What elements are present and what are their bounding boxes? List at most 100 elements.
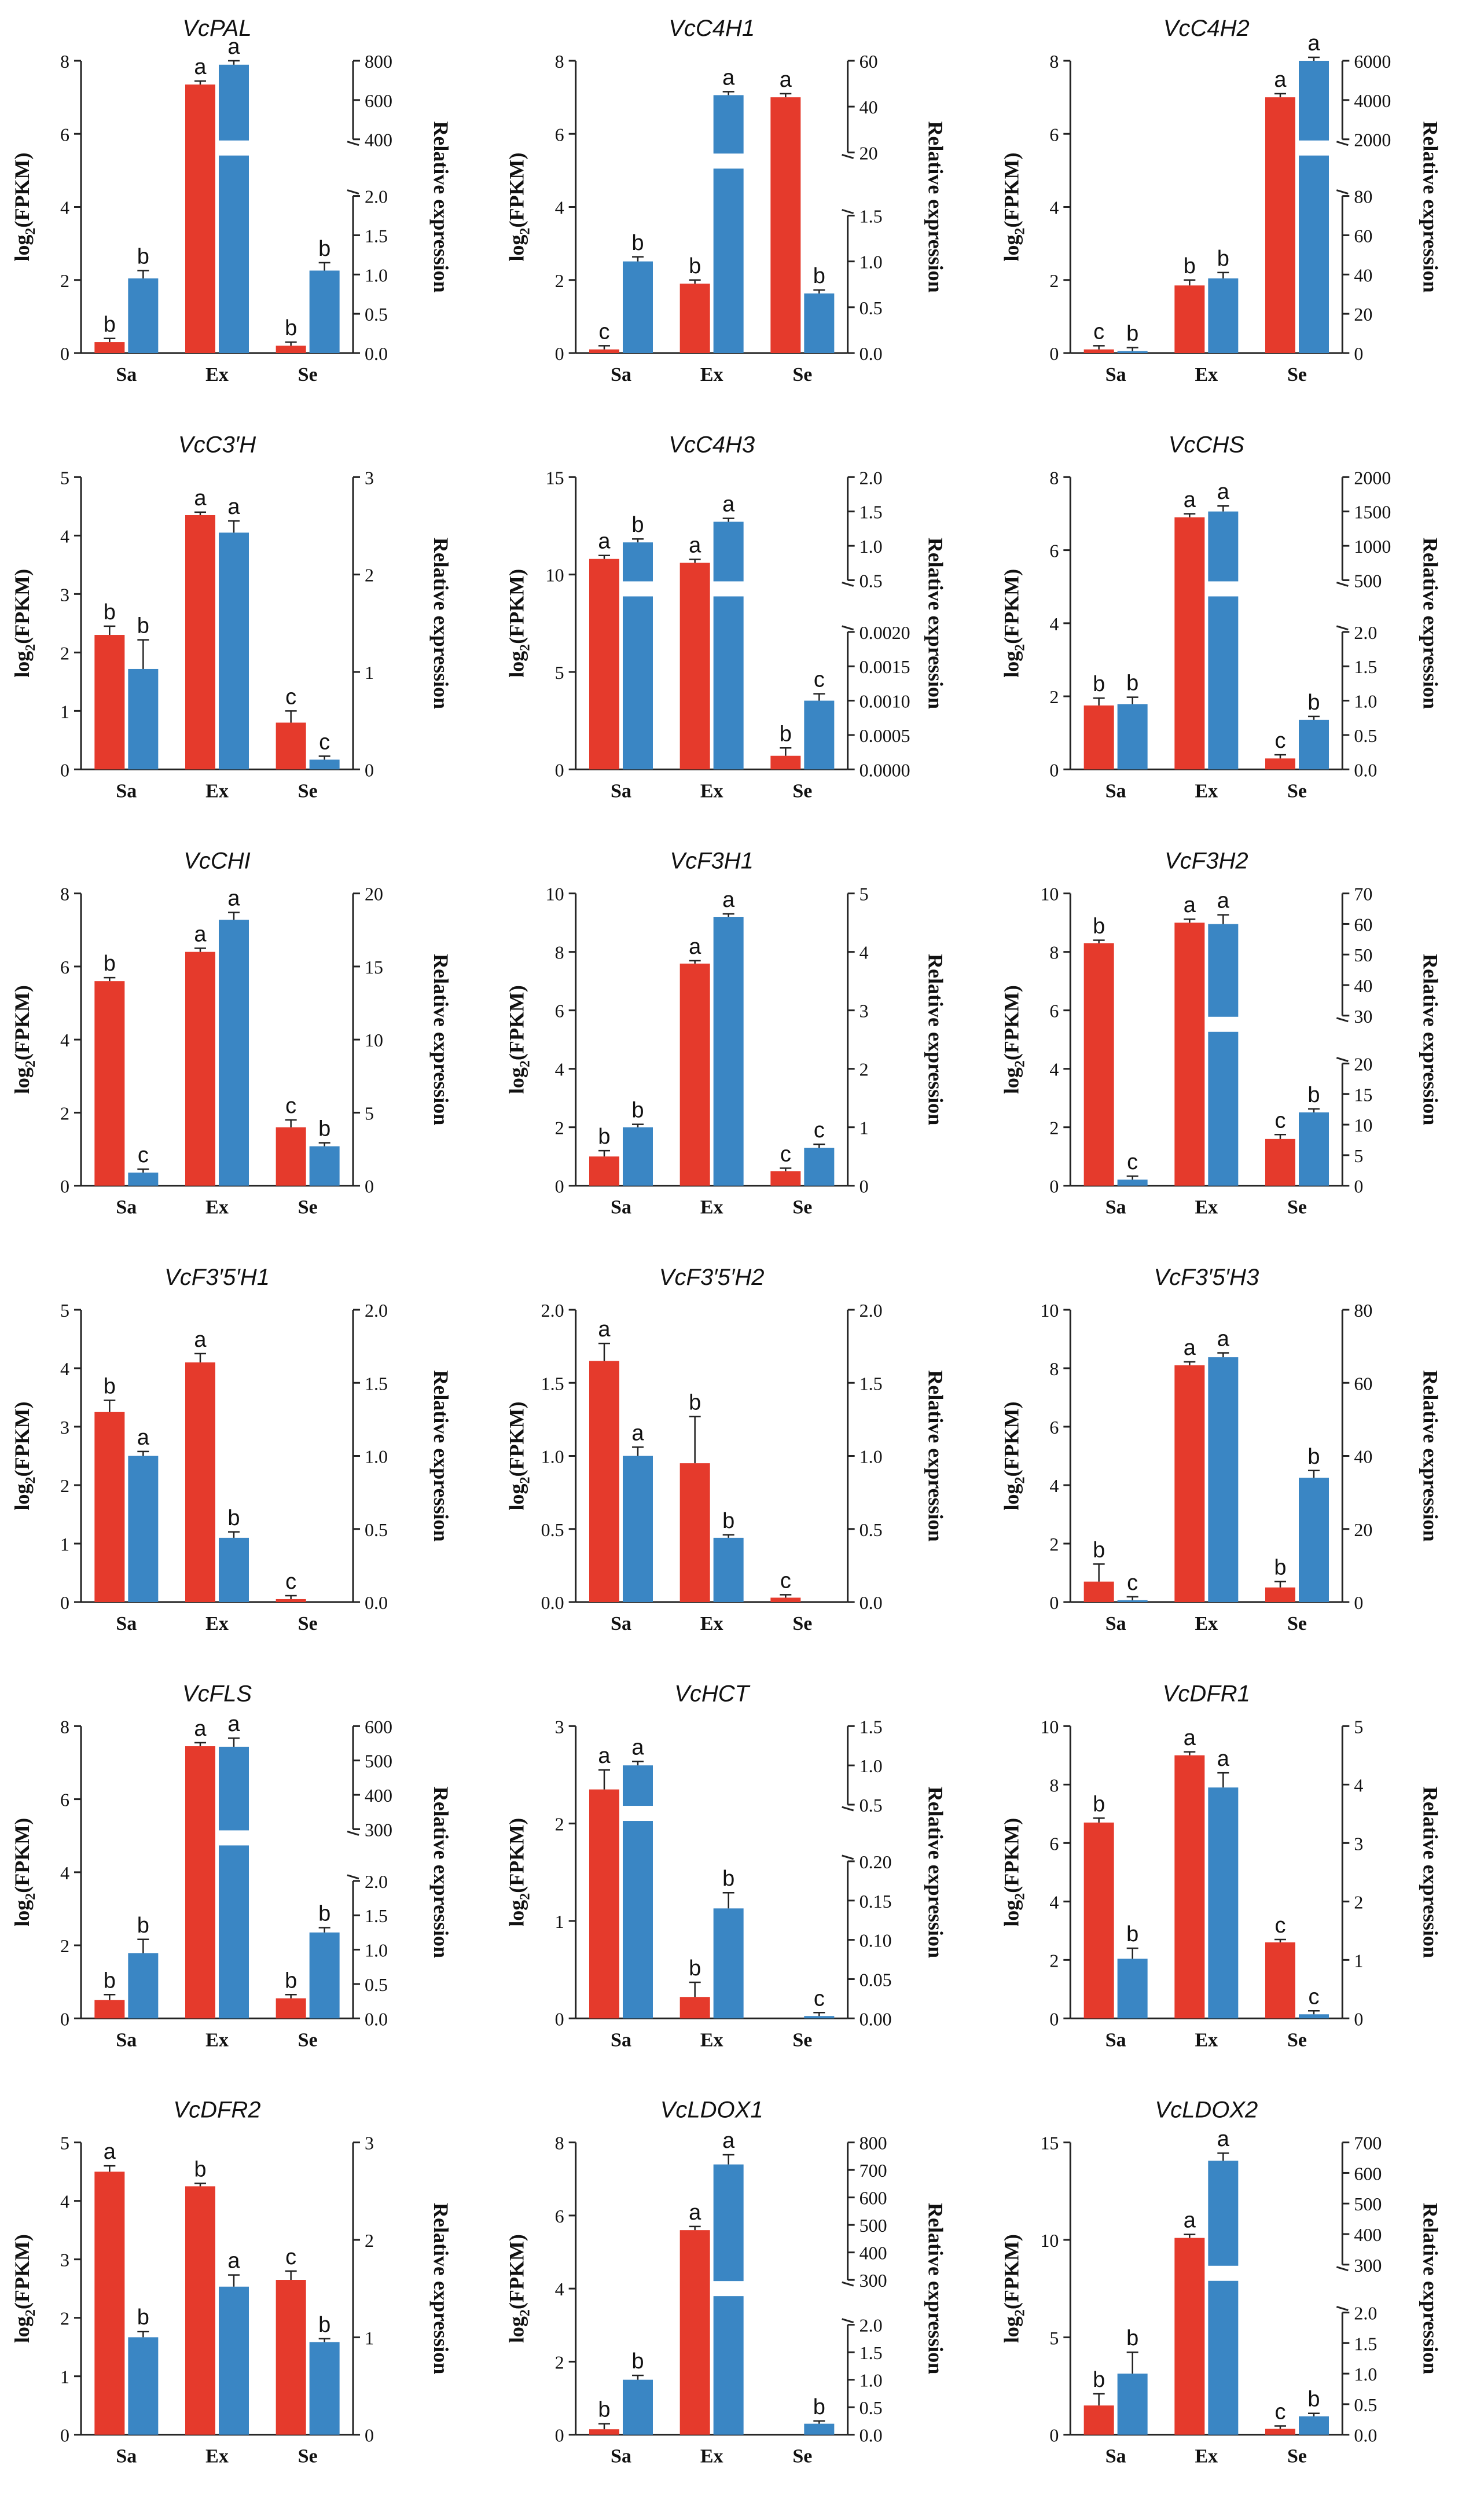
x-tick-label-ex: Ex (1195, 1613, 1218, 1634)
significance-letter: b (1307, 2387, 1320, 2412)
right-tick-label: 15 (1354, 1084, 1372, 1105)
right-tick-label: 4000 (1354, 90, 1391, 111)
bar-log2-fpkm (1265, 1942, 1295, 2019)
left-tick-label: 2 (555, 1814, 564, 1835)
right-tick-label: 1.5 (1354, 2333, 1377, 2354)
bar-log2-fpkm (185, 515, 215, 770)
x-tick-label-se: Se (792, 2029, 812, 2051)
bar-relative-expression (128, 1953, 159, 2019)
bar-relative-expression (1117, 704, 1148, 770)
bar-relative-expression (1117, 1959, 1148, 2019)
significance-letter: c (285, 685, 296, 709)
left-tick-label: 15 (546, 467, 564, 488)
bar-log2-fpkm (1083, 1822, 1114, 2019)
significance-letter: b (285, 1968, 297, 1993)
significance-letter: b (1126, 671, 1138, 696)
x-tick-label-sa: Sa (116, 780, 137, 802)
x-tick-label-se: Se (298, 364, 318, 385)
axis-break-mark (1336, 625, 1349, 631)
bar-log2-fpkm (1265, 97, 1295, 353)
right-tick-label: 3 (859, 1001, 869, 1022)
right-tick-label: 0 (365, 1176, 374, 1197)
axis-break-mark (842, 153, 854, 159)
significance-letter: c (814, 1986, 825, 2011)
bar-break-gap (218, 140, 249, 156)
chart-title: VcFLS (182, 1681, 252, 1706)
right-tick-label: 3 (365, 2133, 374, 2154)
left-tick-label: 4 (1049, 614, 1059, 634)
left-tick-label: 2 (1049, 1118, 1059, 1138)
right-tick-label: 20 (1354, 1519, 1372, 1540)
bar-log2-fpkm (679, 284, 710, 353)
significance-letter: a (194, 1717, 207, 1741)
x-tick-label-sa: Sa (1105, 780, 1126, 802)
right-tick-label: 500 (1354, 2194, 1382, 2214)
left-axis-label: log2(FPKM) (10, 569, 38, 678)
bar-log2-fpkm (1174, 923, 1205, 1186)
right-tick-label: 2 (365, 565, 374, 586)
significance-letter: a (1274, 68, 1287, 92)
bar-log2-fpkm (589, 1789, 619, 2019)
significance-letter: a (227, 35, 240, 59)
x-tick-label-sa: Sa (116, 1197, 137, 1218)
x-tick-label-sa: Sa (611, 2029, 631, 2051)
bar-relative-expression (1208, 278, 1239, 353)
bar-relative-expression (713, 1537, 744, 1602)
left-tick-label: 4 (555, 1059, 564, 1080)
significance-letter: c (1127, 1150, 1138, 1174)
left-tick-label: 5 (1049, 2327, 1059, 2348)
chart-title: VcDFR1 (1163, 1681, 1250, 1706)
bar-log2-fpkm (185, 952, 215, 1186)
bar-log2-fpkm (770, 1171, 801, 1186)
x-tick-label-ex: Ex (700, 1613, 723, 1634)
significance-letter: a (194, 55, 207, 79)
significance-letter: a (689, 2201, 701, 2225)
left-tick-label: 5 (60, 1300, 69, 1321)
left-tick-label: 10 (1040, 884, 1059, 905)
right-tick-label: 1.5 (859, 502, 883, 523)
significance-letter: a (1217, 2127, 1230, 2151)
bar-log2-fpkm (94, 635, 125, 770)
left-tick-label: 0 (1049, 343, 1059, 364)
bar-relative-expression (713, 521, 744, 770)
significance-letter: c (285, 1094, 296, 1118)
x-tick-label-ex: Ex (205, 1613, 229, 1634)
bar-log2-fpkm (589, 559, 619, 770)
panel-vcc4h1: VcC4H1 0 2 4 6 8 log2(FPKM) 0.0 0.5 1.0 1.5 20 40 60 R… (505, 16, 947, 385)
right-tick-label: 0.5 (859, 297, 883, 318)
left-tick-label: 1 (60, 1534, 69, 1555)
significance-letter: b (813, 264, 825, 288)
left-axis-label: log2(FPKM) (505, 1402, 533, 1511)
x-tick-label-ex: Ex (205, 780, 229, 802)
right-tick-label: 0.00 (859, 2008, 892, 2029)
x-tick-label-se: Se (792, 2446, 812, 2467)
left-tick-label: 0.0 (541, 1592, 564, 1613)
right-tick-label: 70 (1354, 884, 1372, 905)
bar-relative-expression (1208, 1787, 1239, 2019)
left-tick-label: 4 (555, 2279, 564, 2299)
significance-letter: b (813, 2395, 825, 2419)
panel-vcldox1: VcLDOX1 0 2 4 6 8 log2(FPKM) 0.0 0.5 1.0 1.5 2.0 300… (505, 2097, 947, 2467)
significance-letter: c (1275, 2400, 1286, 2424)
x-tick-label-se: Se (1287, 2029, 1307, 2051)
panel-vcdfr2: VcDFR2 0 1 2 3 4 5 log2(FPKM) 0 1 2 3 Relative expre… (10, 2097, 453, 2467)
right-tick-label: 0.0020 (859, 622, 910, 643)
significance-letter: c (814, 1118, 825, 1143)
left-tick-label: 4 (1049, 1891, 1059, 1912)
right-tick-label: 1.5 (365, 225, 388, 246)
left-axis-label: log2(FPKM) (505, 153, 533, 262)
bar-log2-fpkm (770, 97, 801, 353)
right-tick-label: 800 (859, 2133, 887, 2154)
significance-letter: a (598, 1317, 611, 1342)
panel-vcchi: VcCHI 0 2 4 6 8 log2(FPKM) 0 5 10 15 20 Relative exp… (10, 848, 453, 1218)
bar-log2-fpkm (679, 563, 710, 770)
significance-letter: b (285, 316, 297, 340)
right-tick-label: 500 (859, 2215, 887, 2236)
significance-letter: b (1307, 1445, 1320, 1469)
right-tick-label: 0.0 (859, 2425, 883, 2446)
bar-log2-fpkm (185, 85, 215, 353)
bar-break-gap (1207, 2265, 1239, 2281)
bar-relative-expression (713, 917, 744, 1186)
significance-letter: a (780, 68, 792, 92)
right-axis-label: Relative expression (924, 121, 947, 292)
